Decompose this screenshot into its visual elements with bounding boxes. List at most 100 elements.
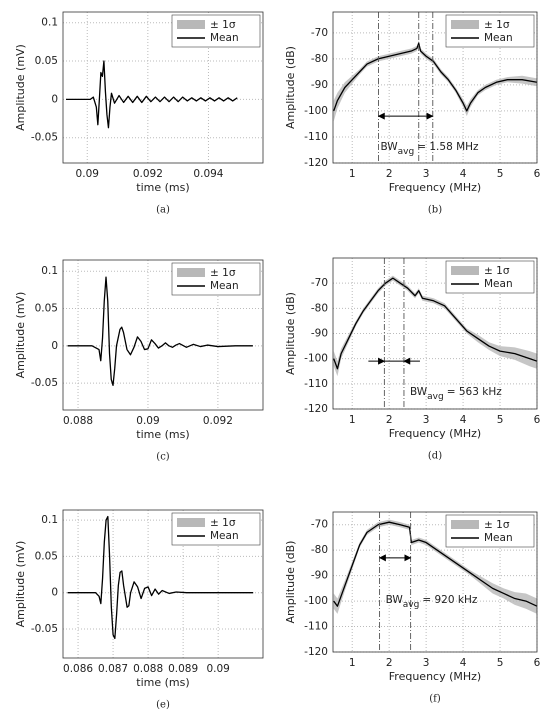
legend-label: ± 1σ xyxy=(210,517,236,529)
legend-label: Mean xyxy=(484,32,513,44)
legend-label: ± 1σ xyxy=(210,19,236,31)
x-tick-label: 3 xyxy=(423,168,430,180)
y-tick-label: -100 xyxy=(304,105,328,117)
y-tick-label: -100 xyxy=(304,595,328,607)
y-axis-label: Amplitude (mV) xyxy=(14,44,27,131)
y-tick-label: -80 xyxy=(311,544,328,556)
plot-content xyxy=(333,12,537,163)
bandwidth-label-main: BW xyxy=(386,594,404,606)
y-tick-label: -90 xyxy=(311,570,328,582)
mean-line xyxy=(333,277,537,370)
x-tick-label: 0.09 xyxy=(136,415,159,427)
panel: 0.086 0.087 0.088 0.089 0.09 -0.05 0 0.05 0.1 ± 1… xyxy=(14,509,264,711)
x-tick-label: 0.089 xyxy=(168,663,198,675)
bandwidth-label-rest: = 563 kHz xyxy=(447,386,502,398)
caption: (e) xyxy=(156,700,170,711)
y-tick-label: -80 xyxy=(311,302,328,314)
x-tick-label: 0.086 xyxy=(63,663,93,675)
x-tick-label: 6 xyxy=(534,657,541,669)
x-tick-label: 2 xyxy=(386,414,393,426)
plot-content xyxy=(333,512,537,652)
y-tick-label: -0.05 xyxy=(31,132,58,144)
bandwidth-label-rest: = 920 kHz xyxy=(422,594,477,606)
plot-frame xyxy=(332,11,538,164)
y-tick-label: -70 xyxy=(311,519,328,531)
y-tick-label: -0.05 xyxy=(31,377,58,389)
mean-line xyxy=(66,60,238,129)
legend-label: ± 1σ xyxy=(484,265,510,277)
legend-label: Mean xyxy=(210,280,239,292)
bandwidth-label: BWavg = 563 kHz xyxy=(410,386,502,402)
caption: (a) xyxy=(156,205,170,216)
y-axis-label: Amplitude (mV) xyxy=(14,292,27,379)
legend-label: Mean xyxy=(484,532,513,544)
x-tick-label: 0.088 xyxy=(63,415,93,427)
legend-swatch xyxy=(177,518,205,527)
x-tick-label: 0.088 xyxy=(133,663,163,675)
x-axis-label: time (ms) xyxy=(136,676,189,689)
caption: (f) xyxy=(429,694,441,705)
x-tick-label: 1 xyxy=(349,414,356,426)
x-tick-label: 0.087 xyxy=(98,663,128,675)
y-tick-label: 0.1 xyxy=(41,17,58,29)
y-tick-label: -120 xyxy=(304,403,328,415)
y-tick-label: -110 xyxy=(304,621,328,633)
plot-frame xyxy=(62,11,264,164)
x-tick-label: 3 xyxy=(423,414,430,426)
legend-label: ± 1σ xyxy=(210,267,236,279)
caption: (b) xyxy=(428,205,442,216)
mean-line xyxy=(67,515,254,640)
y-tick-label: -120 xyxy=(304,157,328,169)
x-axis-label: Frequency (MHz) xyxy=(389,427,481,440)
y-tick-label: -90 xyxy=(311,328,328,340)
legend-label: ± 1σ xyxy=(484,19,510,31)
x-axis-label: Frequency (MHz) xyxy=(389,670,481,683)
y-axis-label: Amplitude (dB) xyxy=(284,292,297,375)
y-tick-label: 0 xyxy=(51,93,58,105)
y-tick-label: 0.1 xyxy=(41,265,58,277)
x-axis-label: time (ms) xyxy=(136,181,189,194)
legend-swatch xyxy=(177,268,205,277)
plot-content xyxy=(333,258,537,409)
x-tick-label: 0.092 xyxy=(203,415,233,427)
y-tick-label: -100 xyxy=(304,353,328,365)
x-tick-label: 6 xyxy=(534,414,541,426)
legend-label: Mean xyxy=(210,530,239,542)
x-tick-label: 2 xyxy=(386,168,393,180)
mean-line xyxy=(333,42,537,112)
legend-swatch xyxy=(177,20,205,29)
panel: 1 2 3 4 5 6 -120 -110 -100 -90 -80 -70 BWavg = 563 kH… xyxy=(284,257,541,462)
y-tick-label: 0 xyxy=(51,587,58,599)
y-axis-label: Amplitude (mV) xyxy=(14,541,27,628)
y-axis-label: Amplitude (dB) xyxy=(284,46,297,129)
y-tick-label: 0.1 xyxy=(41,514,58,526)
sigma-band xyxy=(333,40,537,122)
y-tick-label: -80 xyxy=(311,53,328,65)
legend-swatch xyxy=(451,20,479,29)
bandwidth-label: BWavg = 1.58 MHz xyxy=(380,141,479,157)
caption: (d) xyxy=(428,451,442,462)
mean-line xyxy=(67,276,253,387)
panel: 1 2 3 4 5 6 -120 -110 -100 -90 -80 -70 BWavg = 1.58 M… xyxy=(284,11,541,216)
plot-frame xyxy=(62,509,264,659)
x-tick-label: 0.092 xyxy=(133,168,163,180)
y-tick-label: 0.05 xyxy=(35,550,58,562)
x-tick-label: 0.09 xyxy=(76,168,99,180)
legend-swatch xyxy=(451,520,479,529)
bandwidth-label-sub: avg xyxy=(427,392,444,402)
x-tick-label: 5 xyxy=(497,414,504,426)
plot-frame xyxy=(332,511,538,653)
sigma-band xyxy=(333,519,537,614)
x-tick-label: 4 xyxy=(460,414,467,426)
legend-label: ± 1σ xyxy=(484,519,510,531)
x-tick-label: 5 xyxy=(497,168,504,180)
x-axis-label: Frequency (MHz) xyxy=(389,181,481,194)
x-tick-label: 5 xyxy=(497,657,504,669)
y-tick-label: -90 xyxy=(311,79,328,91)
x-tick-label: 6 xyxy=(534,168,541,180)
y-tick-label: -70 xyxy=(311,277,328,289)
mean-line xyxy=(333,521,537,607)
